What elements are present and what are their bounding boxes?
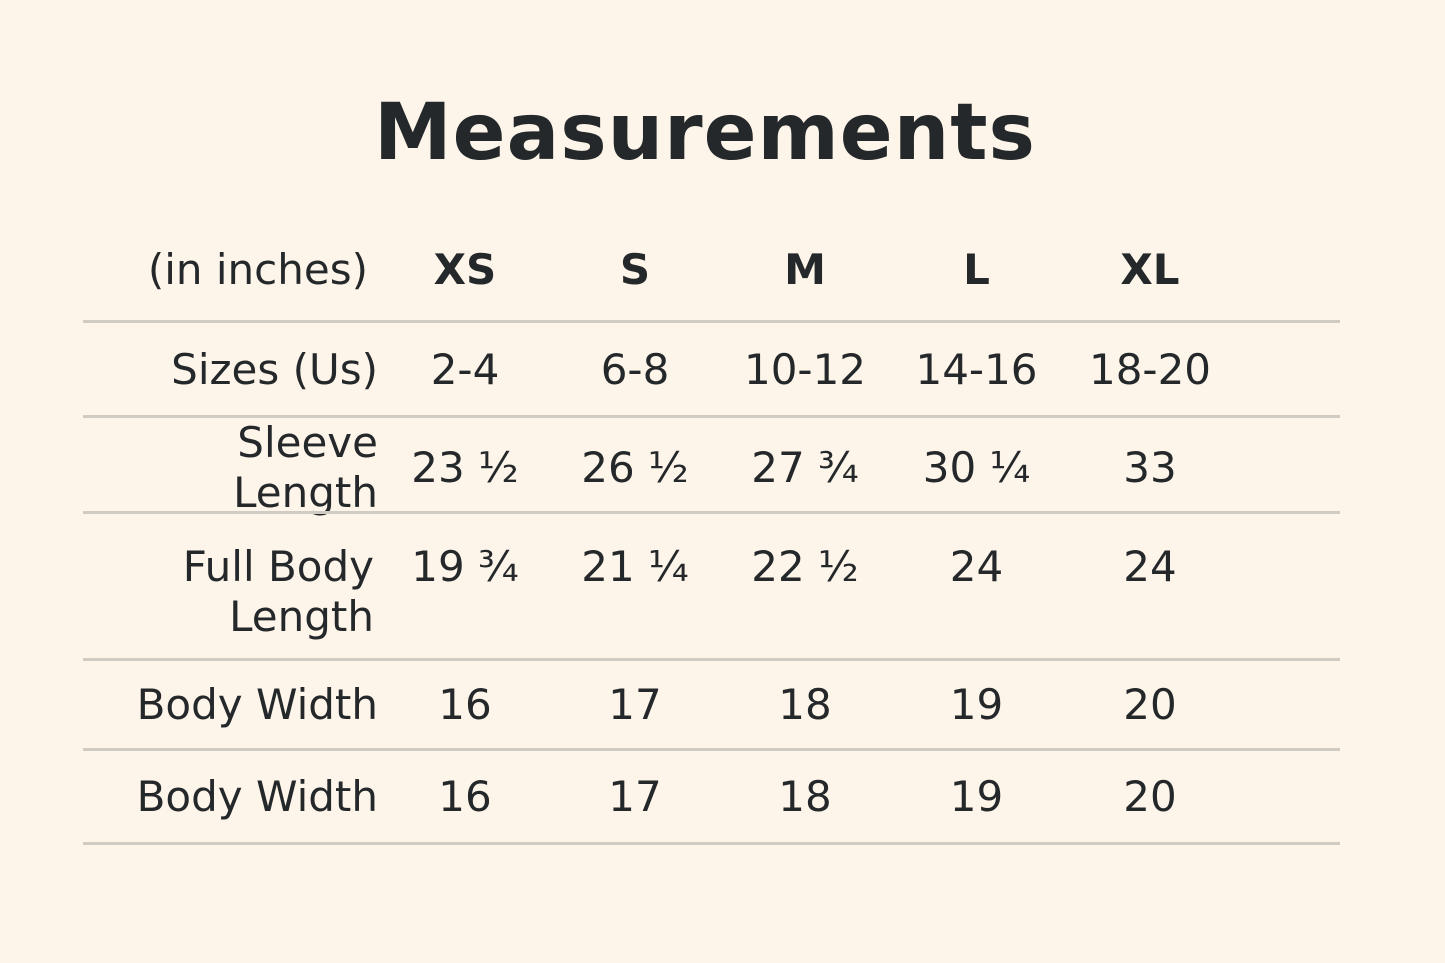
cell: 19 ¾ xyxy=(411,542,519,591)
cell: 16 xyxy=(438,680,492,729)
cell: 19 xyxy=(949,772,1004,821)
row-label: Sleeve Length xyxy=(233,418,378,517)
divider xyxy=(83,415,1340,418)
row-label: Body Width xyxy=(136,680,378,729)
row-label: Sizes (Us) xyxy=(171,344,378,394)
page-title: Measurements xyxy=(374,88,1036,178)
cell: 27 ¾ xyxy=(751,443,859,492)
table-row: Sleeve Length 23 ½ 26 ½ 27 ¾ 30 ¼ 33 xyxy=(83,418,1340,517)
cell: 10-12 xyxy=(743,344,867,394)
divider xyxy=(83,320,1340,323)
cell: 33 xyxy=(1123,443,1177,492)
table-row: Sizes (Us) 2-4 6-8 10-12 14-16 18-20 xyxy=(83,323,1340,416)
cell: 2-4 xyxy=(430,344,500,394)
cell: 24 xyxy=(949,542,1004,591)
cell: 14-16 xyxy=(915,344,1038,394)
cell: 18 xyxy=(778,772,832,821)
table-header-row: (in inches) XS S M L XL xyxy=(83,245,1340,295)
cell: 20 xyxy=(1123,680,1177,729)
cell: 18 xyxy=(778,680,832,729)
cell: 21 ¼ xyxy=(581,542,689,591)
cell: 20 xyxy=(1123,772,1177,821)
divider xyxy=(83,511,1340,514)
cell: 19 xyxy=(949,680,1004,729)
cell: 23 ½ xyxy=(411,443,519,492)
column-header-s: S xyxy=(619,245,651,294)
column-header-l: L xyxy=(963,245,990,294)
cell: 16 xyxy=(438,772,492,821)
column-header-xs: XS xyxy=(433,245,497,294)
cell: 30 ¼ xyxy=(922,443,1031,492)
cell: 26 ½ xyxy=(581,443,689,492)
divider xyxy=(83,658,1340,661)
unit-label: (in inches) xyxy=(147,245,368,294)
cell: 18-20 xyxy=(1088,344,1212,394)
cell: 22 ½ xyxy=(751,542,859,591)
divider xyxy=(83,748,1340,751)
row-label-line: Full Body xyxy=(182,542,374,591)
cell: 17 xyxy=(608,772,662,821)
cell: 17 xyxy=(608,680,662,729)
row-label-line: Length xyxy=(229,592,374,641)
table-row: Body Width 16 17 18 19 20 xyxy=(83,751,1340,843)
column-header-m: M xyxy=(784,245,826,294)
table-row: Full Body Length 19 ¾ 21 ¼ 22 ½ 24 24 xyxy=(83,514,1340,659)
table-row: Body Width 16 17 18 19 20 xyxy=(83,661,1340,749)
cell: 24 xyxy=(1123,542,1177,591)
row-label: Body Width xyxy=(136,772,378,821)
divider xyxy=(83,842,1340,845)
cell: 6-8 xyxy=(600,344,670,394)
row-label: Full Body Length xyxy=(83,542,380,642)
column-header-xl: XL xyxy=(1120,245,1180,294)
